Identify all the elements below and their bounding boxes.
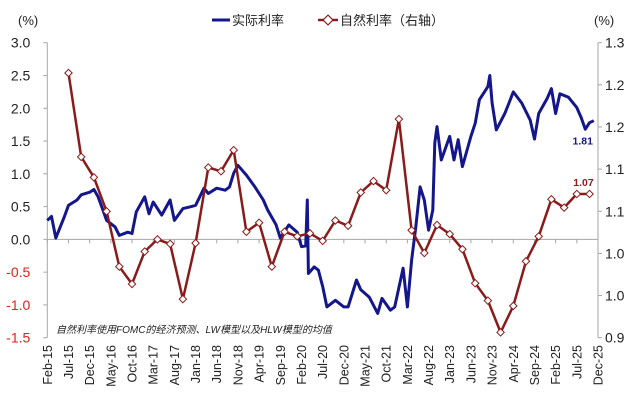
right-tick-label: 1.2	[605, 119, 625, 135]
legend: 实际利率 自然利率（右轴）	[212, 13, 444, 28]
natural-rate-point	[458, 244, 467, 254]
right-tick-label: 1.1	[605, 161, 625, 177]
natural-rate-point	[330, 216, 340, 225]
natural-rate-point	[178, 294, 188, 304]
natural-rate-point	[242, 227, 251, 237]
x-tick-label: Feb-15	[41, 345, 55, 385]
x-tick-label: Dec-20	[337, 345, 351, 385]
x-tick-label: Nov-23	[486, 345, 500, 385]
natural-rate-point	[496, 328, 505, 337]
natural-rate-point	[127, 279, 137, 289]
natural-rate-point	[419, 248, 429, 258]
left-tick-label: 0.0	[11, 231, 31, 247]
x-tick-label: Nov-18	[231, 345, 245, 385]
natural-rate-point	[191, 238, 200, 248]
natural-rate-point	[343, 221, 353, 231]
natural-rate-point	[114, 262, 124, 271]
x-tick-label: Sep-19	[274, 345, 288, 385]
natural-rate-point	[216, 166, 226, 176]
x-tick-label: Mar-17	[147, 345, 161, 385]
natural-rate-point	[229, 145, 239, 155]
legend-natural-rate-label: 自然利率（右轴）	[340, 13, 444, 28]
real-rate-end-label: 1.81	[573, 136, 594, 148]
left-tick-label: 1.0	[11, 166, 31, 182]
left-axis-unit: (%)	[18, 13, 38, 28]
natural-rate-point	[140, 247, 150, 256]
natural-rate-point	[572, 189, 582, 199]
right-tick-label: 1.3	[605, 35, 625, 51]
legend-real-rate-label: 实际利率	[232, 13, 284, 28]
right-tick-label: 1.0	[605, 245, 625, 261]
natural-rate-point	[356, 188, 366, 197]
natural-rate-point	[381, 185, 391, 195]
x-tick-label: Oct-21	[380, 345, 394, 383]
x-tick-label: Jul-15	[62, 345, 76, 379]
left-tick-label: 2.0	[11, 100, 31, 116]
left-tick-label: 0.5	[11, 199, 31, 215]
right-axis-unit: (%)	[594, 13, 614, 28]
chart-note: 自然利率使用FOMC的经济预测、LW模型以及HLW模型的均值	[56, 324, 334, 336]
natural-rate-point	[559, 203, 569, 212]
right-tick-label: 1.1	[605, 203, 625, 219]
legend-diamond-marker-icon	[322, 14, 334, 26]
natural-rate-point	[305, 228, 315, 238]
natural-rate-point	[292, 231, 302, 241]
left-tick-label: -1.5	[6, 330, 30, 346]
natural-rate-point	[547, 194, 556, 204]
natural-rate-point	[267, 262, 277, 271]
left-tick-label: 2.5	[11, 67, 31, 83]
natural-rate-point	[89, 172, 99, 182]
natural-rate-point	[521, 256, 531, 266]
x-tick-label: Feb-25	[549, 345, 563, 385]
x-tick-label: Jul-20	[316, 345, 330, 379]
x-tick-label: May-21	[359, 345, 373, 387]
left-tick-label: -1.0	[6, 297, 30, 313]
x-tick-label: Feb-20	[295, 345, 309, 385]
natural-rate-point	[508, 301, 518, 311]
left-tick-label: 1.5	[11, 133, 31, 149]
x-tick-label: Jan-23	[443, 345, 457, 383]
x-tick-label: Aug-22	[422, 345, 436, 385]
natural-rate-point	[470, 278, 480, 288]
x-tick-label: Sep-24	[528, 345, 542, 385]
natural-rate-point	[369, 176, 378, 186]
natural-rate-point	[203, 163, 213, 172]
natural-rate-point	[407, 225, 416, 235]
x-tick-label: Apr-24	[507, 345, 521, 383]
x-tick-label: Jun-18	[210, 345, 224, 383]
natural-rate-point	[76, 152, 86, 162]
x-tick-label: Dec-25	[592, 345, 606, 385]
x-tick-label: Apr-19	[253, 345, 267, 383]
x-tick-label: Aug-17	[168, 345, 182, 385]
natural-rate-point	[483, 296, 493, 306]
real-rate-line	[46, 74, 595, 315]
natural-rate-point	[318, 236, 328, 246]
left-tick-label: -0.5	[6, 264, 30, 280]
natural-rate-point	[585, 189, 594, 199]
x-tick-label: Jan-18	[189, 345, 203, 383]
right-tick-label: 1.2	[605, 77, 625, 93]
left-tick-label: 3.0	[11, 35, 31, 51]
natural-rate-point	[432, 220, 442, 230]
right-tick-label: 1.0	[605, 288, 625, 304]
x-tick-label: Mar-22	[401, 345, 415, 385]
natural-rate-point	[445, 229, 455, 239]
natural-rate-point	[153, 234, 162, 244]
natural-rate-point	[534, 231, 544, 241]
natural-rate-point	[64, 68, 73, 78]
natural-rate-point	[394, 114, 404, 124]
natural-rate-point	[102, 206, 111, 216]
x-tick-label: May-16	[104, 345, 118, 387]
natural-rate-point	[254, 218, 264, 228]
natural-rate-end-label: 1.07	[573, 177, 594, 189]
right-tick-label: 0.9	[605, 330, 625, 346]
natural-rate-point	[165, 239, 175, 249]
x-tick-label: Jun-23	[464, 345, 478, 383]
x-tick-label: Jul-25	[570, 345, 584, 379]
natural-rate-point	[280, 227, 289, 237]
x-tick-label: Dec-15	[83, 345, 97, 385]
x-tick-label: Oct-16	[126, 345, 140, 383]
